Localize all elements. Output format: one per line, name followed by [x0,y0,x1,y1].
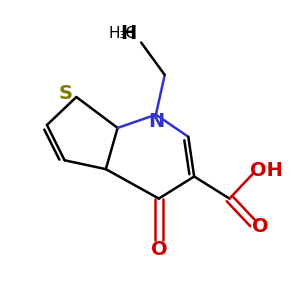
Text: O: O [252,217,269,236]
Text: O: O [151,240,167,259]
Text: S: S [58,84,72,103]
Text: H₃C: H₃C [109,26,137,41]
Text: H: H [121,24,137,43]
Text: OH: OH [250,161,283,180]
Text: N: N [148,112,165,130]
